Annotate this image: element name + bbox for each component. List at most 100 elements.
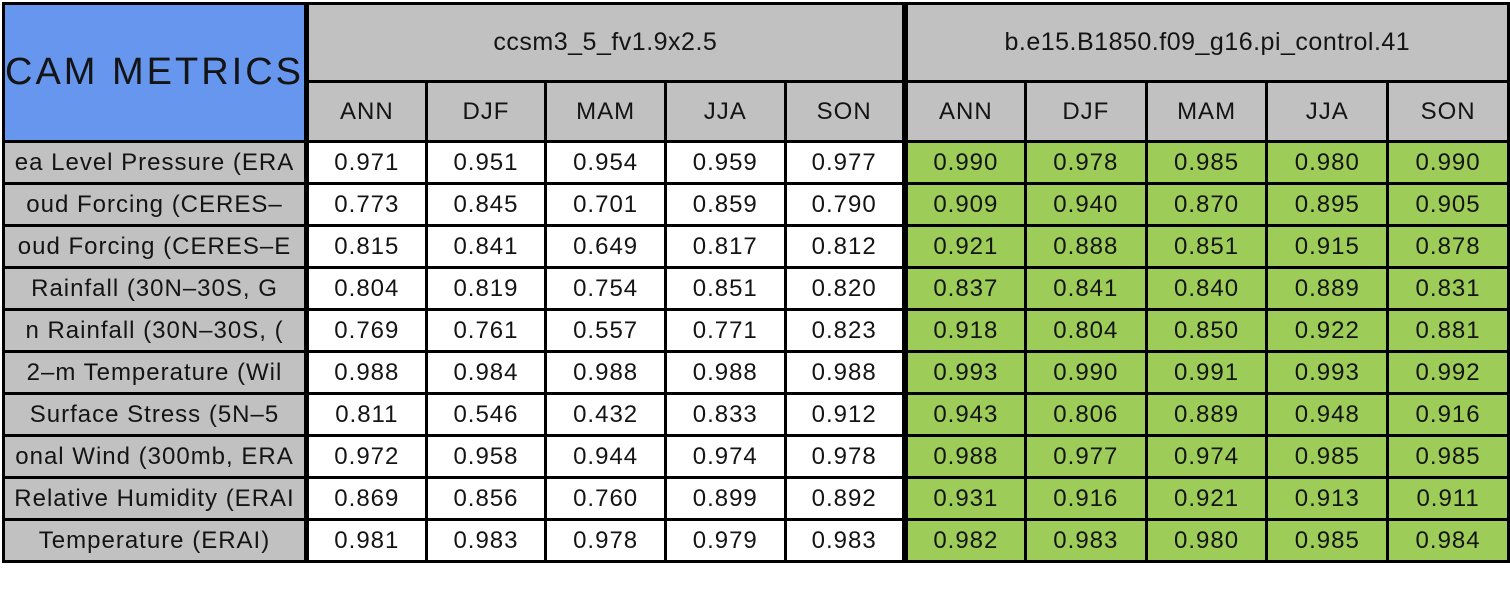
metric-value: 0.845: [424, 182, 548, 227]
metric-value: 0.912: [783, 392, 907, 437]
metric-value: 0.988: [544, 350, 667, 395]
metric-value: 0.915: [1265, 224, 1390, 269]
metric-value: 0.974: [663, 434, 787, 479]
metric-value: 0.978: [1023, 140, 1148, 185]
metric-value: 0.916: [1386, 392, 1510, 437]
metric-value: 0.823: [783, 308, 907, 353]
table-row: Rainfall (30N–30S, G 0.804 0.819 0.754 0…: [2, 266, 1510, 311]
metric-value: 0.990: [901, 140, 1027, 185]
metric-value: 0.978: [544, 518, 667, 563]
row-label: n Rainfall (30N–30S, (: [2, 308, 309, 353]
row-label: Relative Humidity (ERAI: [2, 476, 309, 521]
metric-value: 0.993: [1265, 350, 1390, 395]
metric-value: 0.921: [901, 224, 1027, 269]
metric-value: 0.985: [1386, 434, 1510, 479]
table-title: CAM METRICS: [2, 2, 309, 143]
metric-value: 0.988: [305, 350, 428, 395]
season-header-m1-ann: ANN: [305, 80, 428, 143]
metric-value: 0.958: [424, 434, 548, 479]
metric-value: 0.988: [783, 350, 907, 395]
metric-value: 0.980: [1144, 518, 1269, 563]
season-header-m1-jja: JJA: [663, 80, 787, 143]
metric-value: 0.988: [663, 350, 787, 395]
metric-value: 0.985: [1265, 434, 1390, 479]
metric-value: 0.557: [544, 308, 667, 353]
metric-value: 0.988: [901, 434, 1027, 479]
metric-value: 0.840: [1144, 266, 1269, 311]
metric-value: 0.804: [1023, 308, 1148, 353]
metric-value: 0.851: [1144, 224, 1269, 269]
metric-value: 0.977: [783, 140, 907, 185]
metric-value: 0.959: [663, 140, 787, 185]
metric-value: 0.992: [1386, 350, 1510, 395]
metric-value: 0.812: [783, 224, 907, 269]
metric-value: 0.804: [305, 266, 428, 311]
season-header-m2-jja: JJA: [1265, 80, 1390, 143]
metric-value: 0.869: [305, 476, 428, 521]
metric-value: 0.974: [1144, 434, 1269, 479]
metric-value: 0.921: [1144, 476, 1269, 521]
table-row: Temperature (ERAI) 0.981 0.983 0.978 0.9…: [2, 518, 1510, 563]
metric-value: 0.701: [544, 182, 667, 227]
metric-value: 0.983: [783, 518, 907, 563]
metric-value: 0.979: [663, 518, 787, 563]
model2-group-header: b.e15.B1850.f09_g16.pi_control.41: [901, 2, 1510, 83]
row-label: 2–m Temperature (Wil: [2, 350, 309, 395]
metric-value: 0.944: [544, 434, 667, 479]
season-header-m1-mam: MAM: [544, 80, 667, 143]
metric-value: 0.546: [424, 392, 548, 437]
metric-value: 0.980: [1265, 140, 1390, 185]
table-row: Relative Humidity (ERAI 0.869 0.856 0.76…: [2, 476, 1510, 521]
cam-metrics-table: CAM METRICS ccsm3_5_fv1.9x2.5 b.e15.B185…: [2, 2, 1510, 563]
season-header-m2-ann: ANN: [901, 80, 1027, 143]
metric-value: 0.931: [901, 476, 1027, 521]
metric-value: 0.990: [1386, 140, 1510, 185]
metric-value: 0.991: [1144, 350, 1269, 395]
row-label: oud Forcing (CERES–: [2, 182, 309, 227]
metric-value: 0.916: [1023, 476, 1148, 521]
metric-value: 0.918: [901, 308, 1027, 353]
season-header-m1-son: SON: [783, 80, 907, 143]
metric-value: 0.911: [1386, 476, 1510, 521]
metric-value: 0.940: [1023, 182, 1148, 227]
metric-value: 0.815: [305, 224, 428, 269]
metric-value: 0.771: [663, 308, 787, 353]
metric-value: 0.981: [305, 518, 428, 563]
metric-value: 0.982: [901, 518, 1027, 563]
metric-value: 0.922: [1265, 308, 1390, 353]
season-header-m2-son: SON: [1386, 80, 1510, 143]
metric-value: 0.881: [1386, 308, 1510, 353]
metrics-table-canvas: CAM METRICS ccsm3_5_fv1.9x2.5 b.e15.B185…: [2, 2, 1510, 563]
table-row: onal Wind (300mb, ERA 0.972 0.958 0.944 …: [2, 434, 1510, 479]
row-label: ea Level Pressure (ERA: [2, 140, 309, 185]
metric-value: 0.806: [1023, 392, 1148, 437]
metric-value: 0.817: [663, 224, 787, 269]
metric-value: 0.913: [1265, 476, 1390, 521]
metric-value: 0.948: [1265, 392, 1390, 437]
model1-group-header: ccsm3_5_fv1.9x2.5: [304, 2, 907, 83]
metric-value: 0.984: [1386, 518, 1510, 563]
metric-value: 0.983: [1023, 518, 1148, 563]
table-row: oud Forcing (CERES– 0.773 0.845 0.701 0.…: [2, 182, 1510, 227]
season-header-row: ANN DJF MAM JJA SON ANN DJF MAM JJA SON: [4, 80, 1510, 143]
metric-value: 0.851: [663, 266, 787, 311]
metric-value: 0.985: [1144, 140, 1269, 185]
metric-value: 0.993: [901, 350, 1027, 395]
metric-value: 0.971: [305, 140, 428, 185]
metric-value: 0.856: [424, 476, 548, 521]
metric-value: 0.649: [544, 224, 667, 269]
metric-value: 0.895: [1265, 182, 1390, 227]
metric-value: 0.760: [544, 476, 667, 521]
metric-value: 0.819: [424, 266, 548, 311]
row-label: Rainfall (30N–30S, G: [2, 266, 309, 311]
metric-value: 0.983: [424, 518, 548, 563]
metric-value: 0.889: [1265, 266, 1390, 311]
metric-value: 0.761: [424, 308, 548, 353]
metric-value: 0.905: [1386, 182, 1510, 227]
row-label: onal Wind (300mb, ERA: [2, 434, 309, 479]
row-label: Surface Stress (5N–5: [2, 392, 309, 437]
metric-value: 0.811: [305, 392, 428, 437]
metric-value: 0.978: [783, 434, 907, 479]
metric-value: 0.909: [901, 182, 1027, 227]
metric-value: 0.985: [1265, 518, 1390, 563]
